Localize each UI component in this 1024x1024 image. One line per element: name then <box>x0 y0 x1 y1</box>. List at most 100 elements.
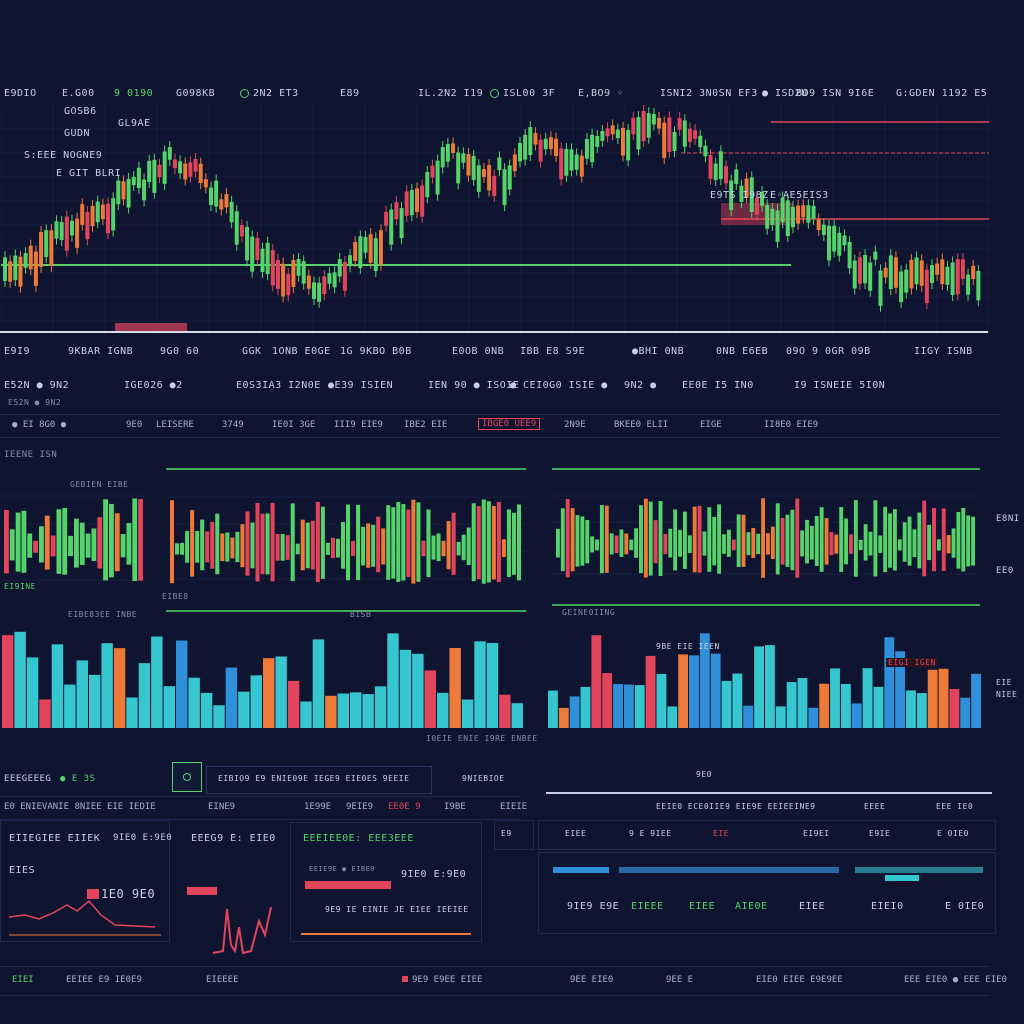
candle-body <box>219 199 224 210</box>
footer-4[interactable]: 9EE EIE0 <box>570 975 614 985</box>
volume-bar <box>971 673 981 728</box>
col-5[interactable]: I9BE <box>444 802 466 812</box>
candle-body <box>744 178 749 198</box>
volume-bar <box>151 636 163 728</box>
candle-body <box>528 127 533 155</box>
candle-body <box>172 159 177 169</box>
volume-bar <box>862 668 873 728</box>
mini-candle <box>585 520 590 564</box>
card-2[interactable]: EEEIEE0E: EEE3EEE EEIE9E ● EIBE0 9IE0 E:… <box>290 822 482 942</box>
mini-candle <box>639 505 643 574</box>
status-toggle-button[interactable] <box>172 762 202 792</box>
tab-5[interactable]: III9 EIE9 <box>334 420 383 430</box>
tab-8[interactable]: 2N9E <box>564 420 586 430</box>
candle-body <box>471 155 476 180</box>
mini-candle <box>103 499 108 581</box>
volume-bar <box>775 706 786 728</box>
right-table-index[interactable]: E9 <box>494 820 534 850</box>
mini-candle <box>300 519 305 571</box>
tab-2[interactable]: LEISERE <box>156 420 194 430</box>
tab-10[interactable]: EIGE <box>700 420 722 430</box>
card-1[interactable]: EEEG9 E: EIE0 <box>172 820 284 962</box>
candle-body <box>960 259 965 279</box>
volume-bar <box>873 686 884 728</box>
info-7: EE0E I5 IN0 <box>682 380 754 391</box>
mini-panel-1[interactable] <box>0 468 148 608</box>
bars-badge: EIGI IGEN <box>886 658 938 667</box>
card-0[interactable]: EIIEGIEE EIIEK 9IE0 E:9E0 EIES 1E0 9E0 <box>0 820 172 942</box>
mini-candle <box>371 524 376 567</box>
tab-6[interactable]: IBE2 EIE <box>404 420 448 430</box>
col-1[interactable]: EINE9 <box>208 802 236 812</box>
footer-0[interactable]: EIEI <box>12 975 34 985</box>
mini-candle <box>707 507 712 572</box>
candle-body <box>641 110 646 142</box>
mini-candle <box>941 508 946 572</box>
candle-body <box>523 134 528 160</box>
footer-6[interactable]: EIE0 EIEE E9E9EE <box>756 975 843 985</box>
col-0[interactable]: E0 ENIEVANIE 8NIEE EIE IEDIE <box>4 802 156 812</box>
volume-bar <box>300 701 312 728</box>
candle-body <box>595 135 600 147</box>
candle-body <box>682 120 687 147</box>
candle-body <box>930 265 934 283</box>
candle-body <box>389 209 394 245</box>
mini-candle <box>91 528 97 562</box>
candle-body <box>260 248 265 273</box>
mini-candle <box>761 498 765 578</box>
hbar-2 <box>855 867 983 873</box>
volume-bar <box>765 645 775 728</box>
mini-candle <box>907 516 912 566</box>
header-input-box[interactable] <box>206 766 432 794</box>
bar-chart-right[interactable] <box>546 626 984 728</box>
footer-2[interactable]: EIEEEE <box>206 975 239 985</box>
mini-chart-3-svg <box>552 470 980 578</box>
mini-candle <box>834 534 839 554</box>
mini-candle <box>917 512 922 569</box>
mini-panel-2[interactable] <box>166 468 526 612</box>
tab-3[interactable]: 3749 <box>222 420 244 430</box>
candle-body <box>497 157 502 171</box>
col-6[interactable]: EIEIE <box>500 802 528 812</box>
tab-11[interactable]: II8E0 EIE9 <box>764 420 819 430</box>
mini-candle <box>351 540 356 557</box>
candle-body <box>636 117 641 150</box>
tab-7-active[interactable]: IBGE0 UEE9 <box>478 418 541 430</box>
mini-candle <box>285 535 290 560</box>
volume-bar <box>851 703 862 728</box>
col-3[interactable]: 9EIE9 <box>346 802 374 812</box>
tab-0[interactable]: ● EI 8G0 ● <box>12 420 67 430</box>
candle-body <box>322 276 327 295</box>
tab-4[interactable]: IE0I 3GE <box>272 420 316 430</box>
footer-7[interactable]: EEE EIE0 ● EEE EIE0 <box>904 975 1007 985</box>
main-candlestick-chart[interactable] <box>0 104 990 336</box>
volume-bar <box>732 673 743 728</box>
candle-body <box>631 117 636 135</box>
tab-1[interactable]: 9E0 <box>126 420 143 430</box>
mini-candle <box>275 533 280 561</box>
candlestick-svg <box>1 105 989 335</box>
candle-body <box>353 242 358 261</box>
footer-1[interactable]: EEIEE E9 IE0E9 <box>66 975 142 985</box>
mini-candle <box>97 517 103 569</box>
candle-body <box>672 131 677 152</box>
volume-bar <box>884 637 895 728</box>
mini-candle <box>785 514 790 567</box>
col-4[interactable]: EE0E 9 <box>388 802 421 812</box>
mini-candle <box>416 502 421 582</box>
footer-5[interactable]: 9EE E <box>666 975 694 985</box>
candle-body <box>698 135 703 148</box>
mini-candle <box>604 505 609 573</box>
mini-candle <box>624 533 629 555</box>
mini-panel-3[interactable] <box>552 468 980 606</box>
col-2[interactable]: 1E99E <box>304 802 332 812</box>
mini-candle <box>190 510 195 577</box>
tab-9[interactable]: BKEE0 ELII <box>614 420 669 430</box>
volume-bar <box>906 690 916 728</box>
mini-candle <box>961 507 966 572</box>
bar-chart-left[interactable] <box>0 626 526 728</box>
candle-body <box>754 197 759 215</box>
mini-candle <box>580 516 585 566</box>
footer-3[interactable]: 9E9 E9EE EIEE <box>402 975 482 985</box>
right-head-2: 9 E 9IEE <box>629 829 672 838</box>
